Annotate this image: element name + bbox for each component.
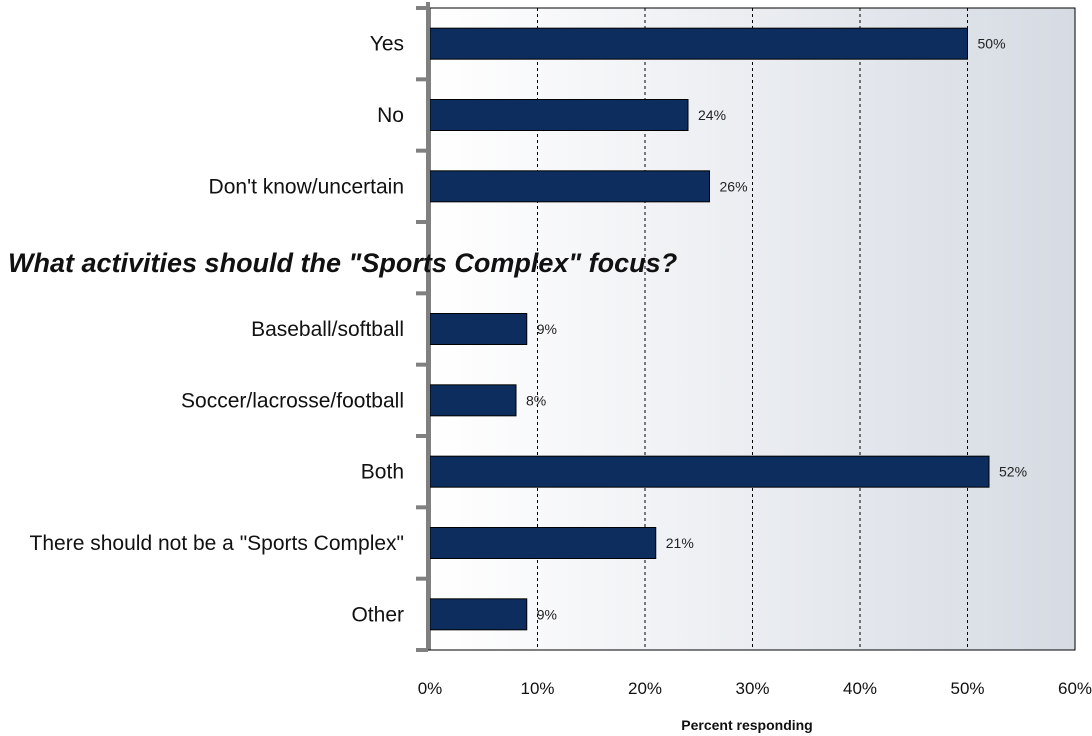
- x-tick-label: 10%: [520, 679, 554, 698]
- x-axis-ticks: 0% 10% 20% 30% 40% 50% 60%: [418, 679, 1092, 698]
- x-tick-label: 20%: [628, 679, 662, 698]
- bar: [429, 598, 528, 631]
- category-label: Don't know/uncertain: [209, 175, 404, 198]
- category-label: Other: [351, 603, 404, 626]
- bar: [429, 170, 710, 203]
- category-label: There should not be a "Sports Complex": [30, 532, 404, 555]
- category-labels: Yes No Don't know/uncertain Baseball/softba…: [30, 33, 404, 627]
- value-labels: 50% 24% 26% 9% 8% 52% 21% 9%: [526, 36, 1027, 623]
- section-heading: What activities should the "Sports Compl…: [8, 248, 677, 278]
- bar-value-label: 9%: [537, 606, 557, 622]
- category-label: Baseball/softball: [251, 318, 404, 341]
- y-axis: [416, 2, 1075, 652]
- bar-value-label: 50%: [978, 36, 1006, 52]
- bars: [429, 27, 990, 631]
- x-tick-label: 0%: [418, 679, 443, 698]
- bar: [429, 313, 528, 345]
- x-tick-label: 30%: [735, 679, 769, 698]
- category-label: No: [377, 104, 404, 127]
- x-axis-title: Percent responding: [681, 717, 812, 733]
- bar: [429, 455, 990, 488]
- bar: [429, 99, 689, 131]
- bar-value-label: 52%: [999, 464, 1027, 480]
- bar-value-label: 24%: [698, 107, 726, 123]
- bar-value-label: 21%: [666, 535, 694, 551]
- category-label: Both: [361, 461, 404, 484]
- bar: [429, 384, 517, 417]
- x-tick-label: 60%: [1058, 679, 1092, 698]
- bar: [429, 527, 657, 559]
- bar-value-label: 8%: [526, 392, 546, 408]
- bar: [429, 27, 968, 60]
- x-tick-label: 50%: [950, 679, 984, 698]
- bar-value-label: 9%: [537, 321, 557, 337]
- category-label: Yes: [370, 33, 404, 56]
- category-label: Soccer/lacrosse/football: [181, 389, 404, 412]
- x-tick-label: 40%: [843, 679, 877, 698]
- bar-value-label: 26%: [720, 178, 748, 194]
